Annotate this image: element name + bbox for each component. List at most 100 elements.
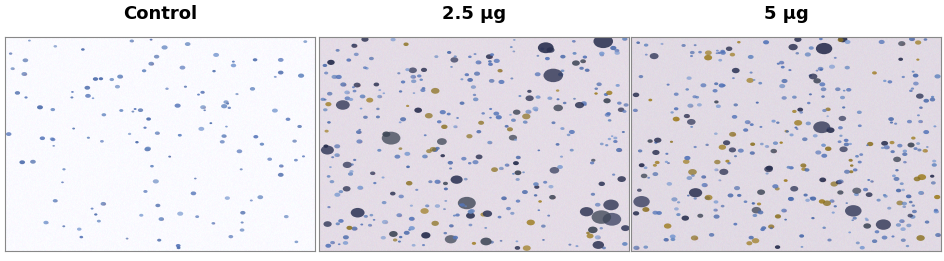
Circle shape	[226, 103, 228, 105]
Circle shape	[850, 160, 851, 162]
Circle shape	[771, 184, 778, 188]
Circle shape	[278, 173, 283, 177]
Circle shape	[770, 226, 774, 228]
Circle shape	[580, 207, 593, 216]
Circle shape	[801, 137, 807, 141]
Circle shape	[873, 73, 876, 74]
Circle shape	[645, 209, 649, 212]
Circle shape	[434, 180, 440, 184]
Circle shape	[450, 175, 463, 184]
Circle shape	[81, 237, 83, 238]
Circle shape	[808, 74, 811, 77]
Circle shape	[396, 213, 401, 217]
Circle shape	[487, 141, 492, 144]
Circle shape	[330, 156, 334, 158]
Circle shape	[302, 155, 305, 157]
Circle shape	[615, 141, 617, 143]
Circle shape	[908, 201, 912, 203]
Circle shape	[135, 141, 139, 144]
Circle shape	[515, 240, 517, 242]
Circle shape	[592, 241, 603, 249]
Circle shape	[406, 165, 410, 168]
Circle shape	[632, 196, 649, 207]
Circle shape	[459, 204, 462, 205]
Circle shape	[747, 55, 752, 59]
Circle shape	[924, 150, 927, 152]
Circle shape	[899, 182, 902, 185]
Circle shape	[810, 217, 814, 219]
Circle shape	[638, 163, 644, 167]
Circle shape	[616, 50, 619, 52]
Circle shape	[787, 197, 793, 201]
Circle shape	[803, 168, 809, 172]
Circle shape	[551, 197, 555, 199]
Circle shape	[839, 181, 843, 183]
Circle shape	[808, 74, 817, 79]
Circle shape	[357, 85, 361, 87]
Circle shape	[820, 144, 825, 147]
Circle shape	[686, 119, 695, 125]
Circle shape	[900, 239, 905, 242]
Circle shape	[437, 181, 440, 183]
Circle shape	[62, 225, 65, 227]
Circle shape	[912, 82, 918, 86]
Circle shape	[414, 189, 418, 191]
Circle shape	[500, 241, 502, 242]
Circle shape	[676, 201, 680, 204]
Circle shape	[522, 245, 531, 251]
Circle shape	[733, 186, 739, 190]
Circle shape	[513, 161, 518, 165]
Circle shape	[820, 154, 826, 158]
Circle shape	[842, 90, 845, 92]
Circle shape	[398, 236, 402, 238]
Circle shape	[447, 161, 452, 165]
Circle shape	[848, 232, 851, 233]
Circle shape	[393, 239, 396, 241]
Circle shape	[515, 178, 519, 181]
Circle shape	[127, 133, 131, 135]
Circle shape	[731, 115, 736, 119]
Circle shape	[713, 200, 717, 204]
Circle shape	[670, 238, 675, 241]
Circle shape	[817, 67, 822, 71]
Circle shape	[749, 151, 754, 155]
Circle shape	[351, 86, 355, 88]
Circle shape	[403, 43, 408, 46]
Circle shape	[917, 174, 925, 180]
Circle shape	[690, 174, 694, 177]
Circle shape	[804, 122, 810, 125]
Circle shape	[818, 199, 824, 204]
Circle shape	[732, 134, 735, 136]
Circle shape	[510, 78, 513, 80]
Circle shape	[833, 205, 836, 207]
Circle shape	[115, 85, 120, 88]
Circle shape	[426, 149, 431, 153]
Circle shape	[546, 47, 554, 53]
Circle shape	[820, 144, 824, 146]
Circle shape	[744, 120, 750, 124]
Circle shape	[8, 52, 12, 55]
Circle shape	[43, 221, 48, 224]
Circle shape	[324, 72, 328, 74]
Circle shape	[914, 40, 920, 45]
Circle shape	[54, 45, 57, 48]
Circle shape	[476, 130, 480, 133]
Circle shape	[719, 180, 720, 181]
Circle shape	[547, 97, 551, 100]
Circle shape	[743, 200, 747, 203]
Circle shape	[615, 148, 621, 152]
Circle shape	[618, 150, 621, 152]
Circle shape	[839, 96, 844, 99]
Circle shape	[551, 121, 555, 124]
Circle shape	[714, 160, 720, 164]
Circle shape	[191, 191, 196, 195]
Circle shape	[249, 87, 255, 91]
Circle shape	[381, 201, 386, 204]
Circle shape	[713, 209, 717, 212]
Circle shape	[913, 147, 917, 150]
Circle shape	[635, 41, 639, 44]
Circle shape	[368, 57, 374, 60]
Circle shape	[362, 116, 367, 119]
Circle shape	[815, 43, 832, 54]
Circle shape	[781, 79, 786, 83]
